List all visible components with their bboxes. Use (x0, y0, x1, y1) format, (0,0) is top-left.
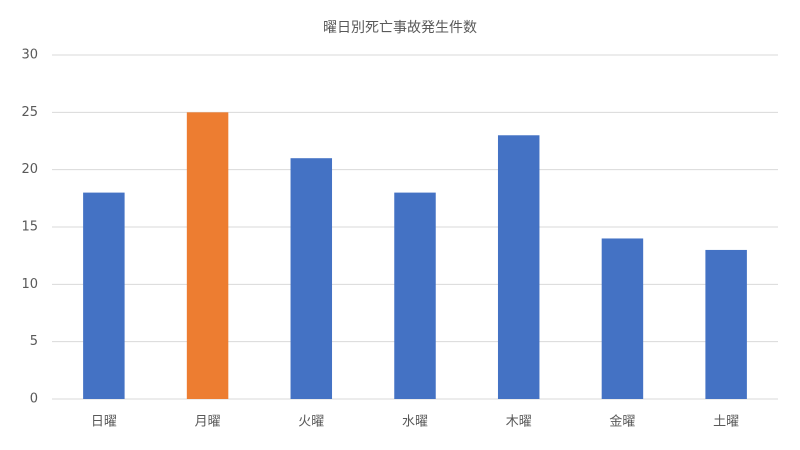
x-tick-label: 木曜 (506, 415, 532, 430)
y-tick-label: 25 (21, 105, 38, 120)
y-tick-label: 20 (21, 162, 38, 177)
bar (186, 112, 229, 399)
y-tick-label: 10 (21, 277, 38, 292)
y-tick-label: 5 (30, 334, 38, 349)
bar (394, 192, 436, 399)
bar (290, 158, 333, 399)
y-tick-label: 30 (21, 48, 38, 63)
x-tick-label: 火曜 (298, 415, 324, 430)
x-tick-label: 日曜 (91, 415, 117, 430)
x-tick-label: 月曜 (195, 415, 221, 430)
x-tick-label: 土曜 (713, 415, 739, 430)
chart-title: 曜日別死亡事故発生件数 (323, 20, 477, 36)
bar (497, 135, 540, 399)
x-tick-label: 水曜 (402, 415, 428, 430)
bar (601, 238, 644, 399)
bar (705, 249, 747, 399)
y-tick-label: 0 (30, 392, 38, 407)
x-tick-label: 金曜 (609, 414, 635, 430)
bar (83, 192, 125, 399)
y-tick-label: 15 (21, 220, 38, 235)
